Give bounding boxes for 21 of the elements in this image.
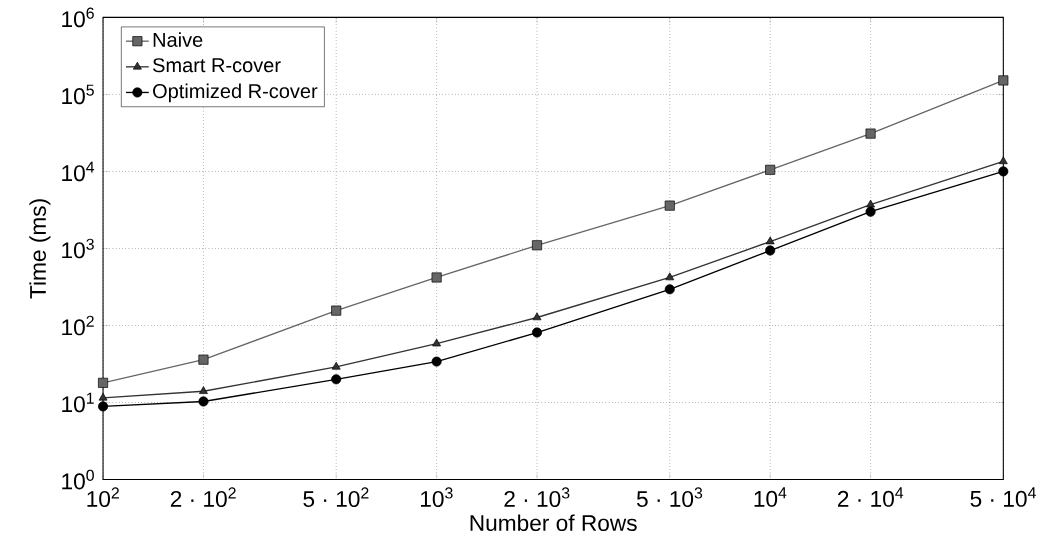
y-tick-label: 10$^{4}$ [62,161,95,182]
x-tick-label: 10$^{3}$ [420,487,453,508]
x-tick-label: 10$^{2}$ [87,487,119,508]
y-tick-label: 10$^{6}$ [62,7,94,28]
y-tick-label: 10$^{2}$ [62,315,94,336]
x-tick-label: 2 · 10$^{3}$ [504,487,570,508]
y-tick-label: 10$^{3}$ [62,238,94,259]
x-tick-label: 5 · 10$^{4}$ [970,487,1036,508]
x-tick-label: 5 · 10$^{2}$ [303,487,369,508]
y-tick-label: 10$^{5}$ [62,84,94,105]
x-tick-label: 2 · 10$^{4}$ [837,487,904,508]
y-axis-title: Time (ms) [29,199,51,299]
legend-label: Naive [153,32,203,48]
legend-label: Optimized R-cover [153,83,318,103]
x-axis-title: Number of Rows [470,514,637,532]
legend-label: Smart R-cover [152,58,281,73]
y-tick-label: 10$^{0}$ [62,469,94,490]
x-tick-label: 5 · 10$^{3}$ [636,487,703,508]
x-tick-label: 2 · 10$^{2}$ [170,487,236,508]
y-tick-label: 10$^{1}$ [62,392,94,413]
x-tick-label: 10$^{4}$ [754,487,787,508]
